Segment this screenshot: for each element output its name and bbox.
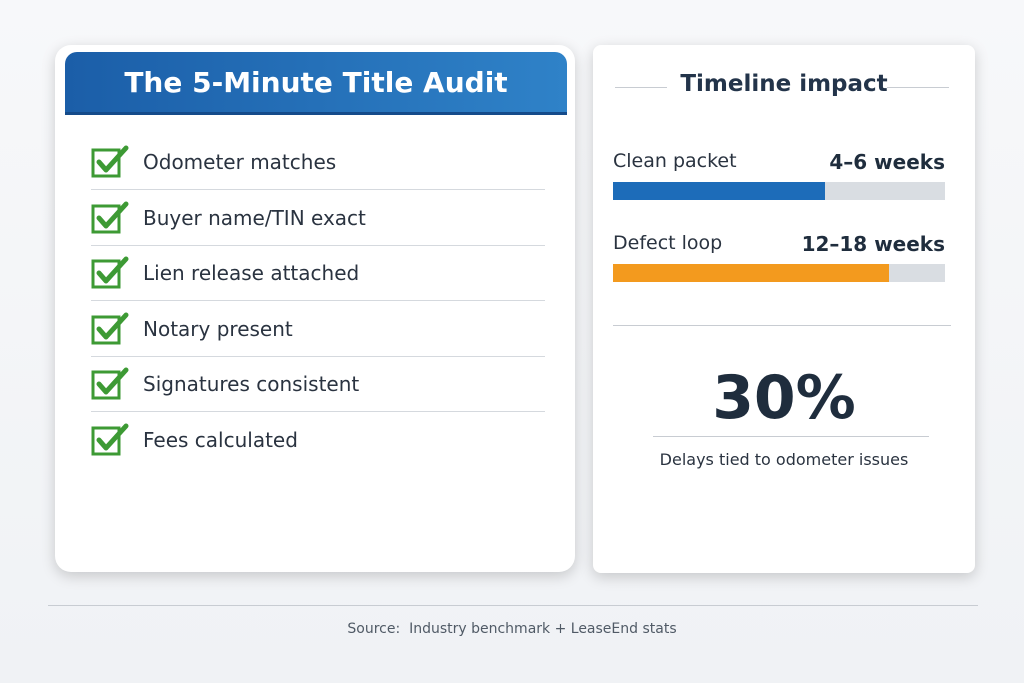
bar-fill <box>613 182 826 200</box>
item-label: Buyer name/TIN exact <box>143 205 366 230</box>
row-value: 12–18 weeks <box>801 232 945 256</box>
divider <box>653 436 929 437</box>
stat-value: 30% <box>712 363 856 433</box>
item-label: Odometer matches <box>143 150 337 174</box>
checklist-item: Lien release attached <box>91 245 545 301</box>
checklist-item: Odometer matches <box>91 134 545 190</box>
checklist-item: Signatures consistent <box>91 356 545 412</box>
title-rule <box>887 87 949 88</box>
check-icon <box>91 201 129 234</box>
bar-fill <box>613 264 889 282</box>
check-icon <box>91 423 129 456</box>
checklist-item: Fees calculated <box>91 412 545 468</box>
row-label: Defect loop <box>613 232 723 254</box>
check-icon <box>91 312 129 345</box>
checklist-title: The 5-Minute Title Audit <box>65 52 567 115</box>
timeline-card: Timeline impact 30% Delays tied to odome… <box>593 45 975 573</box>
divider <box>91 244 545 246</box>
check-icon <box>91 367 129 400</box>
bar-track <box>613 182 945 200</box>
timeline-title: Timeline impact <box>680 71 888 97</box>
item-label: Lien release attached <box>143 261 360 286</box>
row-value: 4–6 weeks <box>829 150 945 174</box>
checklist-item: Notary present <box>91 301 545 357</box>
check-icon <box>91 145 129 178</box>
footer-rule <box>48 605 978 606</box>
divider <box>613 325 951 326</box>
divider <box>91 189 545 190</box>
divider <box>91 355 545 357</box>
item-label: Fees calculated <box>143 428 298 452</box>
stat-caption: Delays tied to odometer issues <box>659 450 909 469</box>
title-rule <box>615 87 667 88</box>
item-label: Signatures consistent <box>143 372 360 397</box>
row-label: Clean packet <box>613 150 737 172</box>
check-icon <box>91 256 129 289</box>
checklist-item: Buyer name/TIN exact <box>91 190 545 246</box>
source-note: Source: Industry benchmark + LeaseEnd st… <box>347 621 677 637</box>
item-label: Notary present <box>143 316 293 341</box>
divider <box>91 411 545 413</box>
bar-track <box>613 264 945 282</box>
divider <box>91 300 545 302</box>
checklist-card: The 5-Minute Title Audit Odometer matche… <box>55 45 575 572</box>
